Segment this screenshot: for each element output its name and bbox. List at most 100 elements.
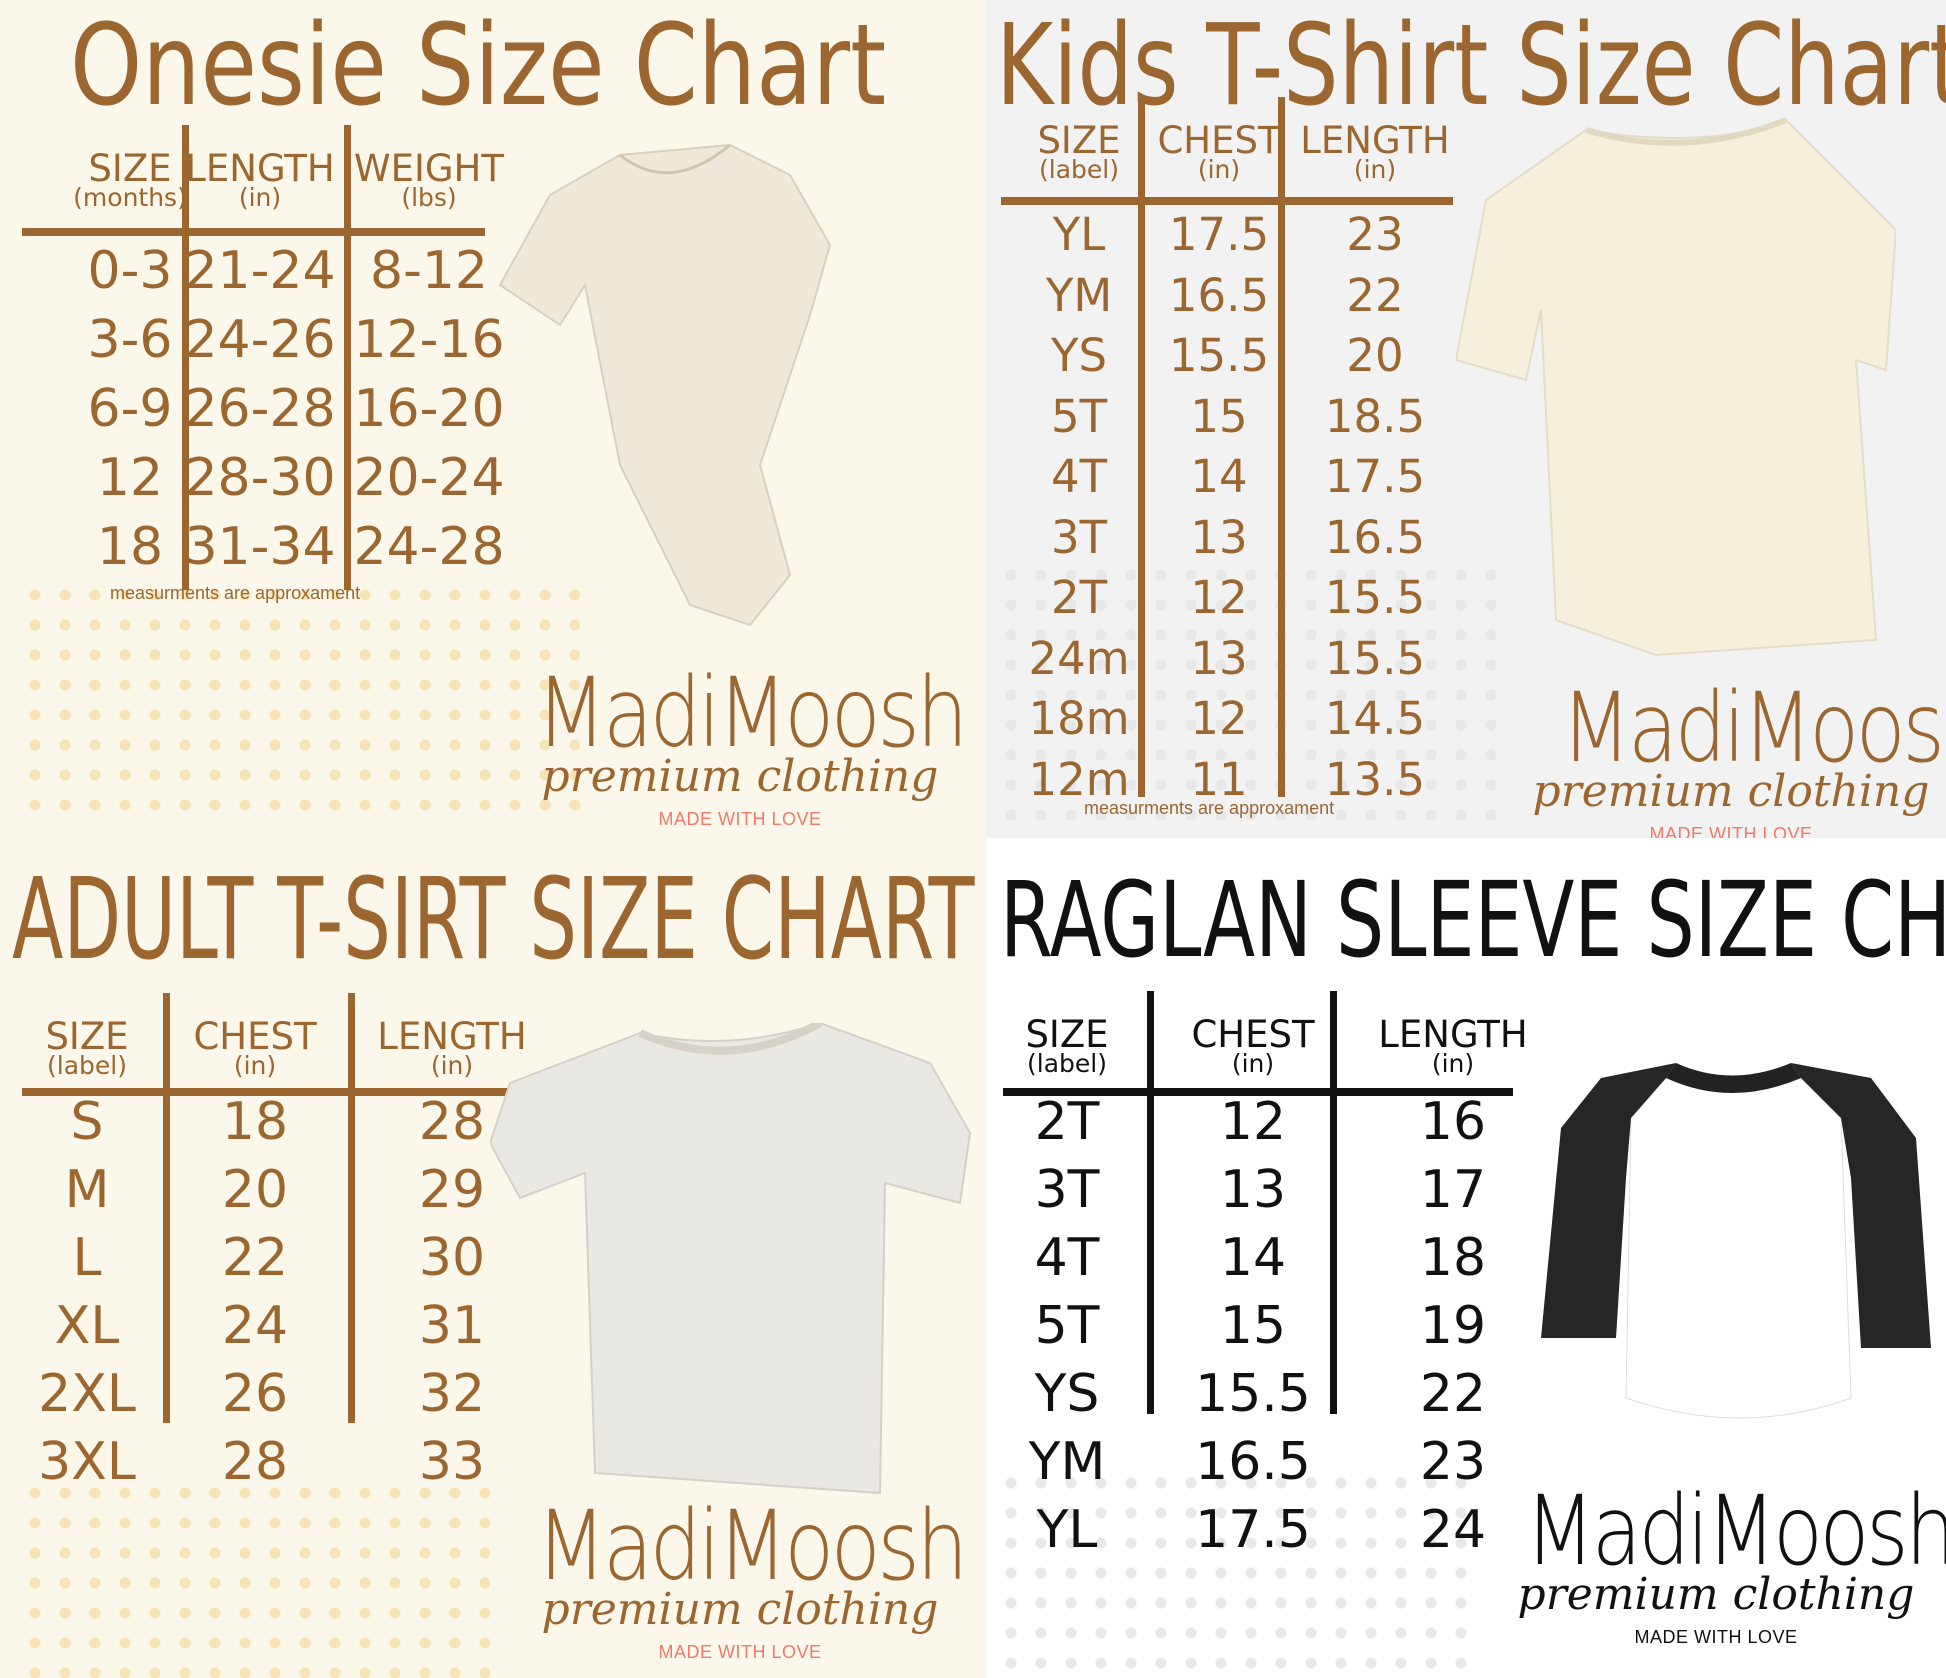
column-header-unit: (in) [238, 183, 282, 212]
table-cell: S [70, 1092, 104, 1152]
raglan-size-chart-panel: RAGLAN SLEEVE SIZE CHART SIZE(label) CHEST… [986, 838, 1946, 1678]
tshirt-cream-image [1454, 110, 1898, 670]
chart-title: ADULT T-SIRT SIZE CHART [12, 855, 975, 985]
table-cell: 15.5 [1168, 329, 1270, 382]
table-cell: 28 [221, 1432, 289, 1492]
column-header-label: LENGTH [1300, 119, 1450, 162]
table-cell: 21-24 [184, 241, 336, 301]
dot-pattern-decoration [20, 1478, 490, 1678]
table-cell: 16.5 [1168, 268, 1270, 322]
table-cell: 5T [1050, 389, 1108, 443]
column-divider [182, 125, 189, 590]
table-cell: 32 [418, 1364, 486, 1424]
table-cell: 22 [1419, 1364, 1487, 1424]
table-cell: 24-28 [353, 517, 505, 577]
table-cell: 16-20 [353, 379, 505, 439]
logo-motto: MADE WITH LOVE [1634, 1627, 1798, 1647]
column-header-label: CHEST [1191, 1013, 1315, 1056]
raglan-image [1541, 1058, 1931, 1458]
table-cell: 15.5 [1324, 571, 1426, 624]
table-cell: 24 [221, 1296, 289, 1356]
logo-tagline: premium clothing [1532, 766, 1930, 817]
table-cell: 6-9 [87, 379, 173, 439]
table-cell: YL [1052, 208, 1106, 261]
column-divider [1147, 991, 1154, 1414]
logo-brand: MadiMoosh [536, 1490, 968, 1602]
logo-motto: MADE WITH LOVE [658, 1642, 822, 1662]
header-divider [22, 1088, 558, 1096]
table-cell: YM [1045, 268, 1113, 322]
table-cell: 4T [1050, 450, 1108, 503]
column-header-label: LENGTH [1378, 1013, 1528, 1056]
table-cell: 12-16 [353, 310, 505, 370]
table-cell: 22 [221, 1228, 289, 1288]
dot-pattern-decoration [996, 1468, 1476, 1678]
table-cell: 28 [418, 1092, 486, 1152]
table-cell: 18.5 [1324, 389, 1426, 443]
table-cell: 11 [1190, 752, 1248, 806]
column-header-unit: (lbs) [401, 183, 457, 212]
table-cell: 13 [1190, 631, 1248, 685]
table-cell: 3-6 [87, 310, 173, 370]
column-header: WEIGHT (lbs) [354, 150, 504, 210]
table-cell: 18m [1028, 692, 1130, 745]
measurement-note: measurments are approxament [1084, 798, 1335, 818]
logo-brand: MadiMoosh [1524, 1475, 1946, 1587]
column-header-label: CHEST [1157, 119, 1281, 162]
column-header-label: LENGTH [377, 1015, 527, 1058]
column-header: CHEST (in) [193, 1018, 316, 1078]
column-header-label: SIZE [1025, 1013, 1109, 1056]
adult-tshirt-size-chart-panel: ADULT T-SIRT SIZE CHART SIZE (label) CHEST(… [0, 838, 986, 1678]
column-header-label: SIZE [45, 1015, 129, 1058]
table-cell: 17.5 [1324, 450, 1426, 503]
table-cell: YM [1028, 1432, 1106, 1492]
column-header-unit: (in) [430, 1051, 474, 1080]
table-cell: 15 [1190, 389, 1248, 443]
column-header-unit: (in) [1353, 155, 1397, 184]
table-cell: M [64, 1160, 110, 1220]
dot-pattern-decoration [20, 580, 580, 830]
chart-title: Onesie Size Chart [70, 1, 887, 131]
logo-tagline: premium clothing [541, 751, 939, 802]
column-header-unit: (label) [1039, 155, 1119, 184]
column-header-unit: (in) [1231, 1049, 1275, 1078]
column-header: LENGTH (in) [377, 1018, 526, 1078]
column-header: SIZE (months) [73, 150, 187, 210]
table-cell: 2XL [38, 1364, 136, 1424]
logo-brand: MadiMoosh [536, 657, 968, 769]
column-header-unit: (in) [1197, 155, 1241, 184]
table-cell: 18 [1419, 1228, 1487, 1288]
column-header-label: SIZE [1037, 119, 1121, 162]
column-divider [163, 993, 170, 1423]
table-cell: 20-24 [353, 448, 505, 508]
table-cell: 16 [1419, 1092, 1487, 1152]
table-cell: 20 [1346, 329, 1404, 382]
kids-tshirt-size-chart-panel: Kids T-Shirt Size Chart SIZE (label) CHEST(… [986, 0, 1946, 838]
column-header-label: CHEST [193, 1015, 317, 1058]
table-cell: 3T [1034, 1160, 1100, 1220]
table-cell: 16.5 [1195, 1432, 1311, 1492]
chart-title: RAGLAN SLEEVE SIZE CHART [1000, 859, 1946, 981]
table-cell: 31-34 [184, 517, 336, 577]
table-cell: 29 [418, 1160, 486, 1220]
table-cell: 0-3 [87, 241, 173, 301]
table-cell: 17.5 [1168, 208, 1270, 261]
table-cell: 4T [1034, 1228, 1100, 1288]
table-cell: YL [1036, 1500, 1098, 1560]
table-cell: 18 [221, 1092, 289, 1152]
table-cell: 3XL [38, 1432, 136, 1492]
column-divider [1330, 991, 1337, 1414]
table-cell: 3T [1050, 510, 1108, 564]
column-divider [348, 993, 355, 1423]
table-cell: 23 [1419, 1432, 1487, 1492]
table-cell: 24-26 [184, 310, 336, 370]
table-cell: 14 [1190, 450, 1248, 503]
column-divider [1278, 97, 1285, 797]
column-header-unit: (in) [1431, 1049, 1475, 1078]
measurement-note: measurments are approxament [110, 583, 361, 603]
column-header: CHEST (in) [1191, 1016, 1314, 1076]
